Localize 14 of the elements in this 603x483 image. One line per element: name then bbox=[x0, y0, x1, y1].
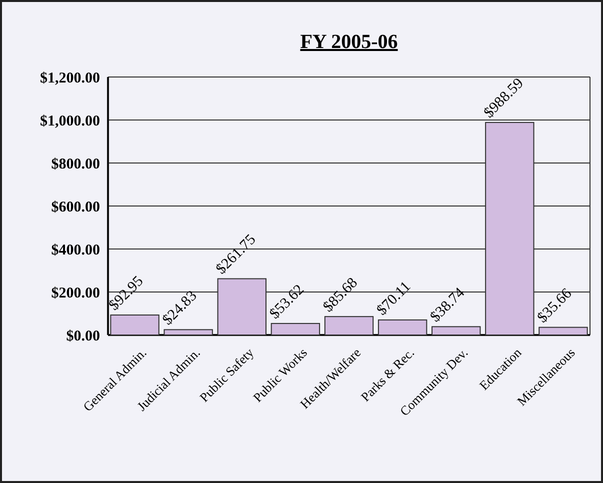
bar bbox=[164, 329, 213, 336]
y-tick-label: $200.00 bbox=[51, 285, 100, 302]
y-tick-label: $400.00 bbox=[51, 242, 100, 258]
y-tick-label: $1,000.00 bbox=[40, 113, 100, 130]
y-tick-label: $600.00 bbox=[51, 199, 100, 216]
bar bbox=[110, 314, 160, 336]
y-tick-label: $0.00 bbox=[66, 328, 100, 344]
y-tick-label: $800.00 bbox=[51, 156, 100, 172]
bar bbox=[378, 319, 428, 336]
bar bbox=[270, 322, 320, 336]
y-tick-label: $1,200.00 bbox=[40, 70, 100, 86]
chart-title: FY 2005-06 bbox=[300, 31, 398, 53]
bar bbox=[324, 316, 374, 336]
bar bbox=[432, 326, 481, 336]
